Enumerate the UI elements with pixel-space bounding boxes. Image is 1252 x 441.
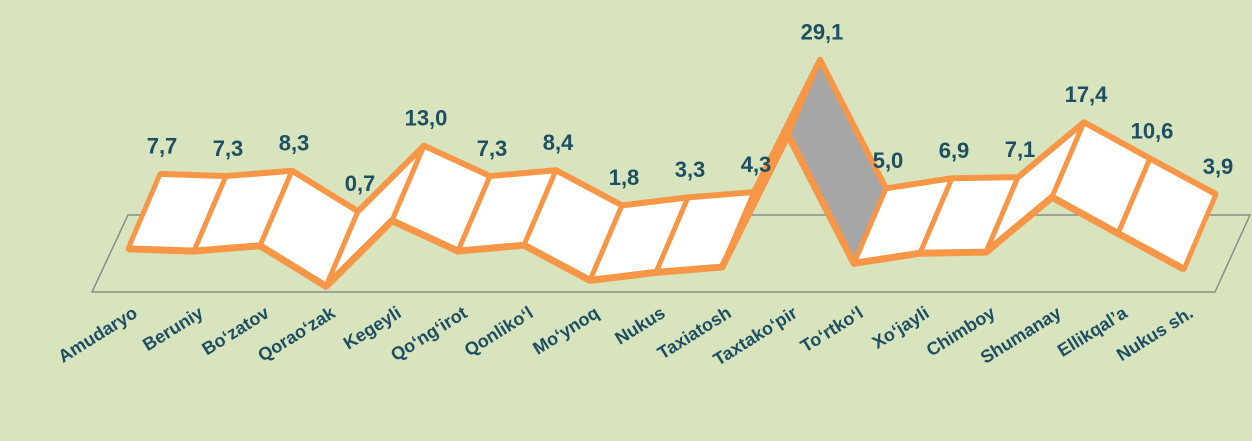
value-label: 6,9 xyxy=(939,138,970,163)
value-label: 4,3 xyxy=(741,152,772,177)
value-label: 3,9 xyxy=(1203,154,1234,179)
x-tick-label: Amudaryo xyxy=(55,302,141,366)
ribbon-edge xyxy=(192,175,228,252)
x-tick-label: Qonliko‘l xyxy=(461,302,537,360)
value-label: 10,6 xyxy=(1131,118,1174,143)
value-label: 17,4 xyxy=(1065,82,1109,107)
value-label: 7,7 xyxy=(147,134,178,159)
x-tick-label: Beruniy xyxy=(139,302,206,354)
ribbon-edge xyxy=(918,177,954,254)
ribbon-edge xyxy=(588,204,624,282)
value-label: 5,0 xyxy=(873,148,904,173)
ribbon-edge xyxy=(126,173,162,250)
value-label: 7,1 xyxy=(1005,137,1036,162)
value-label: 3,3 xyxy=(675,157,706,182)
ribbon-edge xyxy=(984,176,1020,253)
ribbon-edge xyxy=(324,210,360,288)
value-label: 0,7 xyxy=(345,171,376,196)
value-label: 29,1 xyxy=(801,20,844,45)
floor xyxy=(90,214,1252,293)
x-tick-label: Mo‘ynoq xyxy=(529,302,602,358)
ribbon-edge xyxy=(852,187,888,265)
x-tick-label: To‘rtko‘l xyxy=(797,302,867,356)
value-label: 8,4 xyxy=(543,130,574,155)
ribbon-edge xyxy=(390,144,426,222)
front-line xyxy=(127,131,1186,290)
ribbon-edge xyxy=(1116,157,1152,235)
value-label: 7,3 xyxy=(213,136,244,161)
ribbon-edge xyxy=(456,175,492,252)
ribbon-edge xyxy=(1050,121,1086,198)
back-line xyxy=(159,56,1218,215)
value-label: 7,3 xyxy=(477,136,508,161)
value-label: 13,0 xyxy=(405,105,448,130)
value-label: 1,8 xyxy=(609,165,640,190)
ribbon-edge xyxy=(258,169,294,247)
ribbon-edge xyxy=(522,169,558,246)
ribbon-edge xyxy=(1182,193,1218,270)
ribbon-edge xyxy=(654,196,690,274)
value-label: 8,3 xyxy=(279,131,310,156)
